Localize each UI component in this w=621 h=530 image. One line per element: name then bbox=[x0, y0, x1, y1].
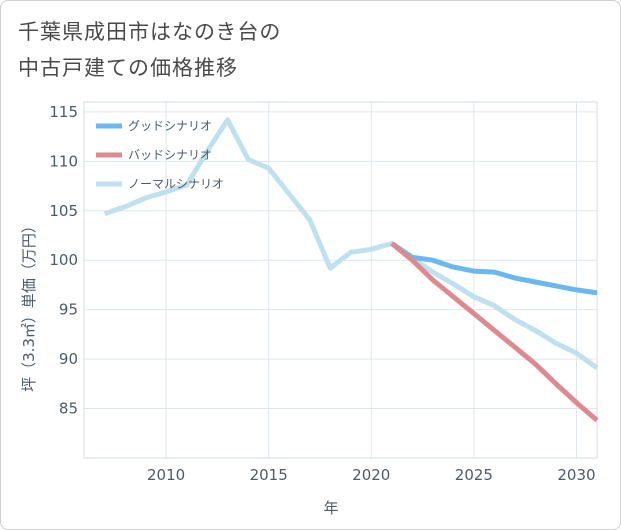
chart-title: 千葉県成田市はなのき台の 中古戸建ての価格推移 bbox=[18, 14, 281, 86]
y-tick-label: 105 bbox=[49, 202, 78, 220]
x-tick-label: 2025 bbox=[455, 466, 493, 484]
y-axis-label: 坪（3.3㎡）単価（万円） bbox=[20, 218, 38, 392]
x-axis-label: 年 bbox=[323, 499, 338, 517]
chart-title-line2: 中古戸建ての価格推移 bbox=[18, 56, 238, 80]
legend-label-1: バッドシナリオ bbox=[128, 148, 212, 162]
y-tick-label: 95 bbox=[59, 301, 78, 319]
y-tick-label: 90 bbox=[59, 350, 78, 368]
chart-title-line1: 千葉県成田市はなのき台の bbox=[18, 20, 282, 44]
grid bbox=[83, 101, 598, 459]
x-axis-ticks: 2010 2015 2020 2025 2030 bbox=[147, 466, 596, 484]
y-axis-ticks: 85 90 95 100 105 110 115 bbox=[49, 103, 78, 418]
series-line-0 bbox=[390, 241, 598, 296]
y-tick-label: 115 bbox=[49, 103, 78, 121]
x-tick-label: 2030 bbox=[557, 466, 595, 484]
x-tick-label: 2015 bbox=[250, 466, 288, 484]
y-tick-label: 110 bbox=[49, 152, 78, 170]
x-tick-label: 2010 bbox=[147, 466, 185, 484]
series-lines bbox=[103, 117, 599, 423]
legend-label-2: ノーマルシナリオ bbox=[128, 177, 224, 191]
plot-area bbox=[83, 101, 598, 459]
legend-label-0: グッドシナリオ bbox=[128, 119, 212, 133]
series-line-2 bbox=[103, 117, 599, 371]
y-tick-label: 100 bbox=[49, 251, 78, 269]
y-tick-label: 85 bbox=[59, 400, 78, 418]
x-tick-label: 2020 bbox=[352, 466, 390, 484]
series-line-1 bbox=[390, 241, 599, 423]
